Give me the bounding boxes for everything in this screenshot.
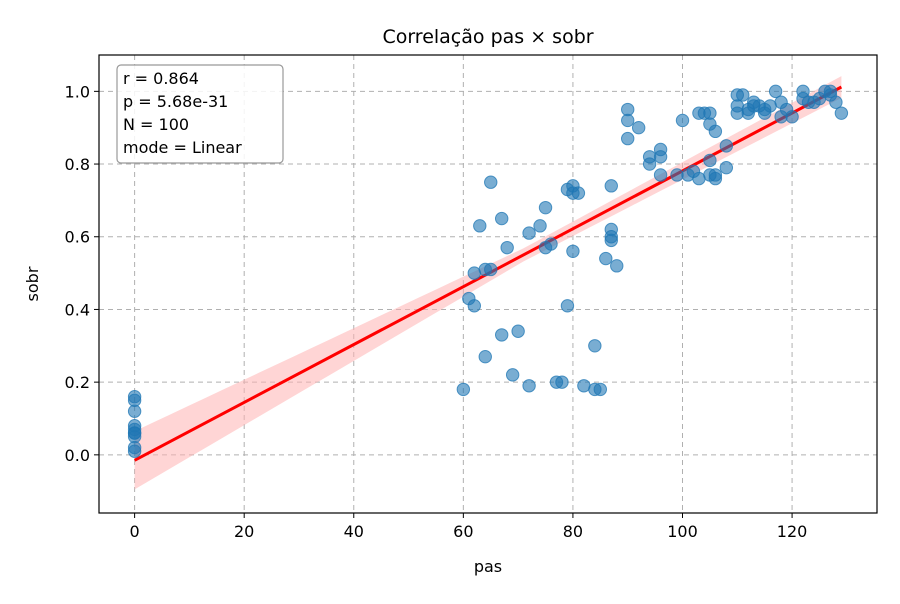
data-point <box>533 219 547 233</box>
stats-box-frame <box>116 64 284 164</box>
data-point <box>703 153 717 168</box>
data-point <box>478 349 492 364</box>
data-point <box>610 259 624 273</box>
x-tick-label: 100 <box>667 522 698 541</box>
data-point <box>785 110 799 124</box>
x-tick-label: 120 <box>777 522 808 541</box>
y-tick-label: 0.8 <box>65 155 90 174</box>
data-point <box>456 382 471 397</box>
data-point <box>829 95 843 109</box>
data-point <box>653 168 668 182</box>
y-axis-ticks: 0.0 0.2 0.4 0.6 0.8 1.0 <box>65 82 99 465</box>
data-point <box>621 113 635 128</box>
grid-lines <box>99 55 877 513</box>
x-tick-label: 60 <box>453 522 473 541</box>
stats-n: N = 100 <box>123 115 189 134</box>
stats-mode: mode = Linear <box>123 138 242 157</box>
data-point <box>522 379 536 393</box>
x-axis-ticks: 0 20 40 60 80 100 120 <box>130 513 808 541</box>
data-point <box>494 328 509 342</box>
data-point <box>653 150 668 164</box>
data-point <box>834 106 849 120</box>
y-tick-label: 0.0 <box>65 446 90 465</box>
data-point <box>127 444 142 458</box>
data-point <box>494 211 509 226</box>
data-point <box>604 233 618 248</box>
data-point <box>484 175 498 189</box>
data-point <box>631 120 646 135</box>
data-point <box>719 160 734 175</box>
data-point <box>768 84 783 99</box>
data-point <box>621 131 635 146</box>
data-point <box>708 124 723 139</box>
data-point <box>127 404 142 418</box>
data-point <box>473 219 487 233</box>
x-axis-label: pas <box>474 557 502 576</box>
data-point <box>675 113 690 128</box>
y-axis-label: sobr <box>23 266 42 301</box>
y-tick-label: 0.2 <box>65 373 90 392</box>
data-point <box>736 88 750 102</box>
plot-frame <box>98 54 878 514</box>
data-point <box>505 368 520 382</box>
x-tick-label: 20 <box>234 522 254 541</box>
data-point <box>599 251 613 266</box>
data-point <box>604 179 618 193</box>
scatter-points <box>127 84 849 458</box>
data-point <box>588 339 602 353</box>
data-point <box>560 299 575 313</box>
data-point <box>467 299 482 313</box>
chart-title: Correlação pas × sobr <box>382 26 593 48</box>
data-point <box>708 171 723 186</box>
data-point <box>538 200 553 215</box>
data-point <box>571 186 586 200</box>
stats-p: p = 5.68e-31 <box>123 92 228 111</box>
data-point <box>511 324 525 338</box>
y-tick-label: 0.4 <box>65 300 90 319</box>
data-point <box>555 375 569 389</box>
data-point <box>642 157 657 171</box>
y-tick-label: 1.0 <box>65 82 90 101</box>
data-point <box>566 244 580 258</box>
x-tick-label: 40 <box>344 522 364 541</box>
stats-r: r = 0.864 <box>123 69 199 88</box>
data-point <box>544 237 558 251</box>
data-point <box>500 240 514 255</box>
stats-box: r = 0.864 p = 5.68e-31 N = 100 mode = Li… <box>116 64 284 164</box>
x-tick-label: 80 <box>563 522 583 541</box>
x-tick-label: 0 <box>130 522 140 541</box>
y-tick-label: 0.6 <box>65 228 90 247</box>
data-point <box>593 382 608 397</box>
data-point <box>719 139 734 153</box>
data-point <box>522 226 536 240</box>
data-point <box>484 262 498 277</box>
